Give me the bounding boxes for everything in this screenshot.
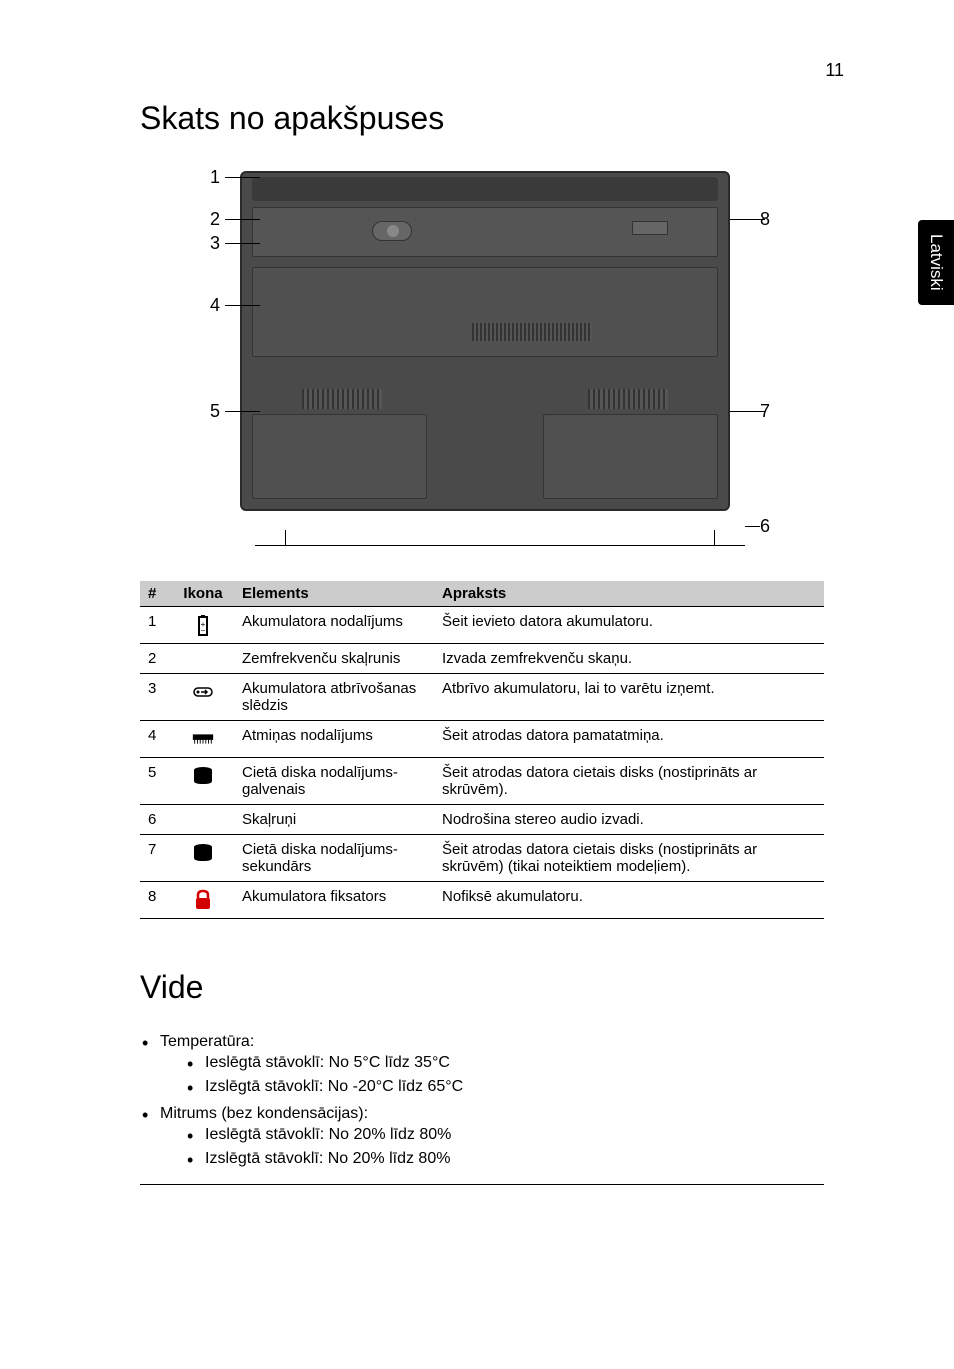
callout-5: 5: [210, 401, 220, 422]
header-desc: Apraksts: [434, 581, 824, 607]
callout-line: [225, 219, 260, 220]
table-row: 5 Cietā diska nodalījums- galvenais Šeit…: [140, 758, 824, 805]
env-subitem: Izslēgtā stāvoklī: No 20% līdz 80%: [205, 1147, 824, 1171]
row-element: Skaļruņi: [234, 805, 434, 835]
hdd-icon: [172, 758, 234, 805]
header-num: #: [140, 581, 172, 607]
callout-line: [225, 411, 260, 412]
callout-line: [730, 219, 765, 220]
empty-icon: [172, 805, 234, 835]
callout-line: [745, 526, 760, 527]
row-desc: Šeit ievieto datora akumulatoru.: [434, 607, 824, 644]
row-element: Akumulatora atbrīvošanas slēdzis: [234, 674, 434, 721]
callout-line: [225, 243, 260, 244]
vent: [472, 323, 592, 341]
row-element: Atmiņas nodalījums: [234, 721, 434, 758]
row-element: Akumulatora fiksators: [234, 882, 434, 919]
row-desc: Nodrošina stereo audio izvadi.: [434, 805, 824, 835]
empty-icon: [172, 644, 234, 674]
battery-icon: +−: [172, 607, 234, 644]
language-tab: Latviski: [918, 220, 954, 305]
lock-icon: [172, 882, 234, 919]
callout-3: 3: [210, 233, 220, 254]
table-row: 1 +− Akumulatora nodalījums Šeit ievieto…: [140, 607, 824, 644]
row-element: Cietā diska nodalījums- galvenais: [234, 758, 434, 805]
section-heading-bottom-view: Skats no apakšpuses: [140, 100, 824, 137]
table-row: 8 Akumulatora fiksators Nofiksē akumulat…: [140, 882, 824, 919]
row-desc: Atbrīvo akumulatoru, lai to varētu izņem…: [434, 674, 824, 721]
components-table: # Ikona Elements Apraksts 1 +− Akumulato…: [140, 581, 824, 919]
env-subitem: Ieslēgtā stāvoklī: No 20% līdz 80%: [205, 1123, 824, 1147]
row-element: Cietā diska nodalījums- sekundārs: [234, 835, 434, 882]
callout-2: 2: [210, 209, 220, 230]
table-row: 7 Cietā diska nodalījums- sekundārs Šeit…: [140, 835, 824, 882]
callout-line: [225, 305, 260, 306]
row-element: Akumulatora nodalījums: [234, 607, 434, 644]
battery-lock: [632, 221, 668, 235]
callout-line: [225, 177, 260, 178]
hdd-secondary: [543, 414, 718, 499]
environment-list: Temperatūra: Ieslēgtā stāvoklī: No 5°C l…: [140, 1030, 824, 1185]
row-desc: Šeit atrodas datora cietais disks (nosti…: [434, 758, 824, 805]
callout-line: [730, 411, 765, 412]
row-num: 8: [140, 882, 172, 919]
hdd-secondary-icon: [172, 835, 234, 882]
speaker-left: [302, 389, 382, 409]
memory-cover: [252, 267, 718, 357]
env-subitem: Ieslēgtā stāvoklī: No 5°C līdz 35°C: [205, 1051, 824, 1075]
row-num: 6: [140, 805, 172, 835]
hinge: [252, 177, 718, 201]
header-icon: Ikona: [172, 581, 234, 607]
memory-icon: [172, 721, 234, 758]
table-row: 6 Skaļruņi Nodrošina stereo audio izvadi…: [140, 805, 824, 835]
callout-4: 4: [210, 295, 220, 316]
release-icon: [172, 674, 234, 721]
env-item: Mitrums (bez kondensācijas): Ieslēgtā st…: [160, 1102, 824, 1174]
row-num: 1: [140, 607, 172, 644]
row-desc: Šeit atrodas datora cietais disks (nosti…: [434, 835, 824, 882]
section-heading-environment: Vide: [140, 969, 824, 1006]
table-row: 4 Atmiņas nodalījums Šeit atrodas datora…: [140, 721, 824, 758]
header-element: Elements: [234, 581, 434, 607]
row-num: 5: [140, 758, 172, 805]
env-item: Temperatūra: Ieslēgtā stāvoklī: No 5°C l…: [160, 1030, 824, 1102]
row-num: 4: [140, 721, 172, 758]
row-num: 2: [140, 644, 172, 674]
row-desc: Šeit atrodas datora pamatatmiņa.: [434, 721, 824, 758]
page-content: Skats no apakšpuses 1 2 3 4 5 8 7: [0, 0, 954, 1185]
callout-1: 1: [210, 167, 220, 188]
env-label: Temperatūra:: [160, 1033, 254, 1050]
laptop-body: [240, 171, 730, 511]
table-row: 2 Zemfrekvenču skaļrunis Izvada zemfrekv…: [140, 644, 824, 674]
callout-6: 6: [760, 516, 770, 537]
row-desc: Nofiksē akumulatoru.: [434, 882, 824, 919]
row-element: Zemfrekvenču skaļrunis: [234, 644, 434, 674]
table-row: 3 Akumulatora atbrīvošanas slēdzis Atbrī…: [140, 674, 824, 721]
callout-bracket: [255, 516, 745, 546]
laptop-bottom-diagram: 1 2 3 4 5 8 7 6: [180, 161, 775, 541]
env-label: Mitrums (bez kondensācijas):: [160, 1105, 368, 1122]
page-number: 11: [825, 60, 844, 81]
speaker-right: [588, 389, 668, 409]
row-num: 7: [140, 835, 172, 882]
hdd-main: [252, 414, 427, 499]
battery-release: [372, 221, 412, 241]
row-desc: Izvada zemfrekvenču skaņu.: [434, 644, 824, 674]
env-subitem: Izslēgtā stāvoklī: No -20°C līdz 65°C: [205, 1075, 824, 1099]
svg-text:−: −: [201, 626, 206, 635]
row-num: 3: [140, 674, 172, 721]
